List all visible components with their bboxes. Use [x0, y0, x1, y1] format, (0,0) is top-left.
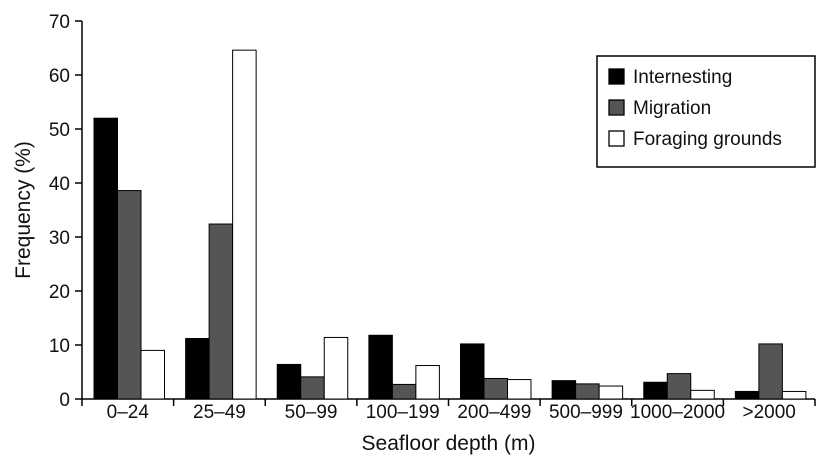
- bar-internesting: [276, 363, 302, 400]
- y-axis-title: Frequency (%): [12, 141, 35, 279]
- bar-internesting: [368, 334, 393, 400]
- x-tick-label: 1000–2000: [630, 402, 725, 423]
- x-tick-label: 50–99: [285, 402, 338, 423]
- bar-foraging-grounds: [140, 349, 165, 400]
- bar-foraging-grounds: [232, 49, 257, 400]
- bar-migration: [575, 383, 600, 400]
- bar-foraging-grounds: [507, 379, 532, 400]
- y-tick-label: 50: [49, 120, 70, 141]
- x-tick-label: 200–499: [457, 402, 531, 423]
- bar-migration: [391, 383, 417, 400]
- legend-label: Internesting: [633, 67, 732, 88]
- legend-label: Foraging grounds: [633, 129, 782, 150]
- bar-migration: [208, 223, 234, 400]
- y-tick-label: 40: [49, 174, 70, 195]
- legend-box: [596, 55, 816, 168]
- bar-migration: [666, 373, 692, 400]
- bar-migration: [117, 190, 142, 400]
- x-tick-label: 0–24: [107, 402, 150, 423]
- x-tick-label: 500–999: [549, 402, 623, 423]
- bar-foraging-grounds: [598, 385, 624, 400]
- y-axis: 0 10 20 30 40 50 60 70: [49, 12, 83, 411]
- x-axis: 0–24 25–49 50–99 100–199 200–499 500–999 1000–…: [81, 398, 816, 423]
- bar-foraging-grounds: [781, 390, 807, 400]
- bar-migration: [483, 377, 508, 400]
- bar-internesting: [734, 390, 760, 400]
- legend-swatch-migration: [608, 99, 625, 116]
- y-tick-label: 60: [49, 66, 70, 87]
- bar-migration: [758, 343, 783, 400]
- bar-foraging-grounds: [323, 336, 349, 400]
- y-tick-label: 30: [49, 228, 70, 249]
- y-tick-label: 10: [49, 336, 70, 357]
- bar-migration: [300, 376, 325, 400]
- y-tick-label: 70: [49, 12, 70, 33]
- legend-swatch-foraging-grounds: [608, 130, 625, 147]
- x-tick-label: >2000: [743, 402, 796, 423]
- y-tick-label: 20: [49, 282, 70, 303]
- x-axis-title: Seafloor depth (m): [362, 432, 536, 455]
- bar-internesting: [93, 117, 118, 400]
- bar-internesting: [551, 380, 577, 400]
- bar-foraging-grounds: [690, 389, 715, 400]
- bar-internesting: [185, 338, 210, 400]
- bar-internesting: [643, 381, 668, 400]
- legend-swatch-internesting: [608, 68, 625, 85]
- bar-foraging-grounds: [415, 365, 440, 400]
- x-tick-label: 25–49: [193, 402, 246, 423]
- x-tick-label: 100–199: [366, 402, 440, 423]
- legend-label: Migration: [633, 98, 711, 119]
- y-tick-label: 0: [59, 390, 70, 411]
- bars: [93, 49, 807, 400]
- bar-internesting: [460, 343, 485, 400]
- legend: Internesting Migration Foraging grounds: [596, 55, 816, 168]
